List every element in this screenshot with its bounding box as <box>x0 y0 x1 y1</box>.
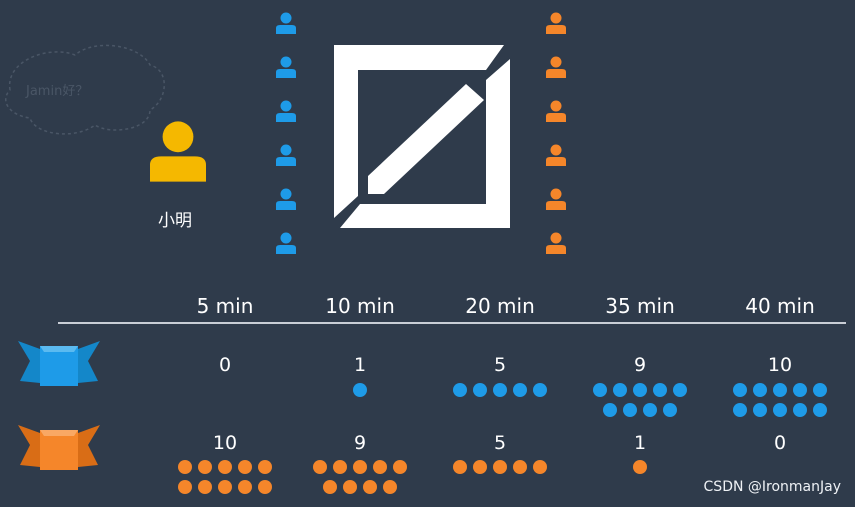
orange-dot <box>513 460 527 474</box>
blue-dot <box>773 383 787 397</box>
orange-dot-group <box>585 460 695 474</box>
blue-dot-group <box>445 383 555 397</box>
blue-dot <box>733 403 747 417</box>
orange-dot <box>218 460 232 474</box>
orange-dot <box>393 460 407 474</box>
watermark: CSDN @IronmanJay <box>703 479 841 495</box>
person-figure-icon <box>150 121 206 182</box>
blue-dot-group <box>305 383 415 397</box>
blue-dot <box>513 383 527 397</box>
orange-person-icon <box>546 232 566 254</box>
blue-dot <box>593 383 607 397</box>
blue-dot <box>733 383 747 397</box>
orange-ribbon-icon <box>18 425 100 470</box>
blue-dot <box>753 403 767 417</box>
orange-dot <box>198 480 212 494</box>
orange-dot <box>333 460 347 474</box>
time-label-20: 20 min <box>465 294 535 318</box>
blue-ribbon-icon <box>18 341 100 386</box>
time-label-5: 5 min <box>196 294 254 318</box>
orange-dot <box>178 480 192 494</box>
blue-dot-group <box>585 383 695 417</box>
blue-count: 1 <box>353 354 367 376</box>
blue-dot <box>633 383 647 397</box>
orange-queue <box>546 12 566 254</box>
orange-dot <box>353 460 367 474</box>
blue-count: 9 <box>633 354 647 376</box>
blue-dot <box>673 383 687 397</box>
orange-person-icon <box>546 100 566 122</box>
orange-count: 0 <box>773 432 787 454</box>
orange-dot <box>313 460 327 474</box>
orange-dot <box>473 460 487 474</box>
orange-dot-group <box>170 460 280 494</box>
orange-person-icon <box>546 56 566 78</box>
divider-line <box>58 322 846 324</box>
blue-person-icon <box>276 12 296 34</box>
blue-count: 10 <box>767 354 793 376</box>
blue-dot <box>793 383 807 397</box>
orange-person-icon <box>546 12 566 34</box>
orange-dot <box>383 480 397 494</box>
blue-dot <box>753 383 767 397</box>
blue-dot <box>773 403 787 417</box>
blue-dot <box>473 383 487 397</box>
orange-dot <box>238 460 252 474</box>
blue-dot <box>653 383 667 397</box>
time-label-40: 40 min <box>745 294 815 318</box>
orange-dot <box>373 460 387 474</box>
blue-dot <box>793 403 807 417</box>
orange-dot-group <box>305 460 415 494</box>
blue-person-icon <box>276 188 296 210</box>
blue-dot <box>613 383 627 397</box>
thought-bubble-text: Jamin好？ <box>26 84 89 99</box>
orange-dot <box>633 460 647 474</box>
blue-dot <box>353 383 367 397</box>
orange-dot <box>363 480 377 494</box>
orange-dot <box>323 480 337 494</box>
blue-person-icon <box>276 100 296 122</box>
orange-dot <box>453 460 467 474</box>
orange-dot <box>198 460 212 474</box>
person-icon <box>150 121 206 182</box>
blue-dot-group <box>725 383 835 417</box>
person-name: 小明 <box>158 211 192 231</box>
thought-bubble <box>5 44 165 135</box>
blue-dot <box>623 403 637 417</box>
blue-count: 5 <box>493 354 507 376</box>
blue-dot <box>603 403 617 417</box>
blue-person-icon <box>276 144 296 166</box>
blue-dot <box>453 383 467 397</box>
orange-dot <box>493 460 507 474</box>
blue-queue <box>276 12 296 254</box>
orange-dot <box>343 480 357 494</box>
orange-count: 9 <box>353 432 367 454</box>
gate-logo-icon <box>334 45 510 228</box>
blue-dot <box>813 383 827 397</box>
blue-person-icon <box>276 56 296 78</box>
blue-dot <box>643 403 657 417</box>
orange-dot <box>218 480 232 494</box>
orange-count: 10 <box>212 432 238 454</box>
blue-dot <box>813 403 827 417</box>
orange-dot <box>178 460 192 474</box>
blue-person-icon <box>276 232 296 254</box>
blue-count: 0 <box>218 354 232 376</box>
blue-dot <box>493 383 507 397</box>
time-label-10: 10 min <box>325 294 395 318</box>
orange-person-icon <box>546 144 566 166</box>
blue-dot <box>533 383 547 397</box>
orange-dot <box>238 480 252 494</box>
orange-count: 5 <box>493 432 507 454</box>
orange-dot <box>533 460 547 474</box>
orange-person-icon <box>546 188 566 210</box>
orange-count: 1 <box>633 432 647 454</box>
blue-dot <box>663 403 677 417</box>
time-label-35: 35 min <box>605 294 675 318</box>
orange-dot <box>258 460 272 474</box>
orange-dot-group <box>445 460 555 474</box>
orange-dot <box>258 480 272 494</box>
